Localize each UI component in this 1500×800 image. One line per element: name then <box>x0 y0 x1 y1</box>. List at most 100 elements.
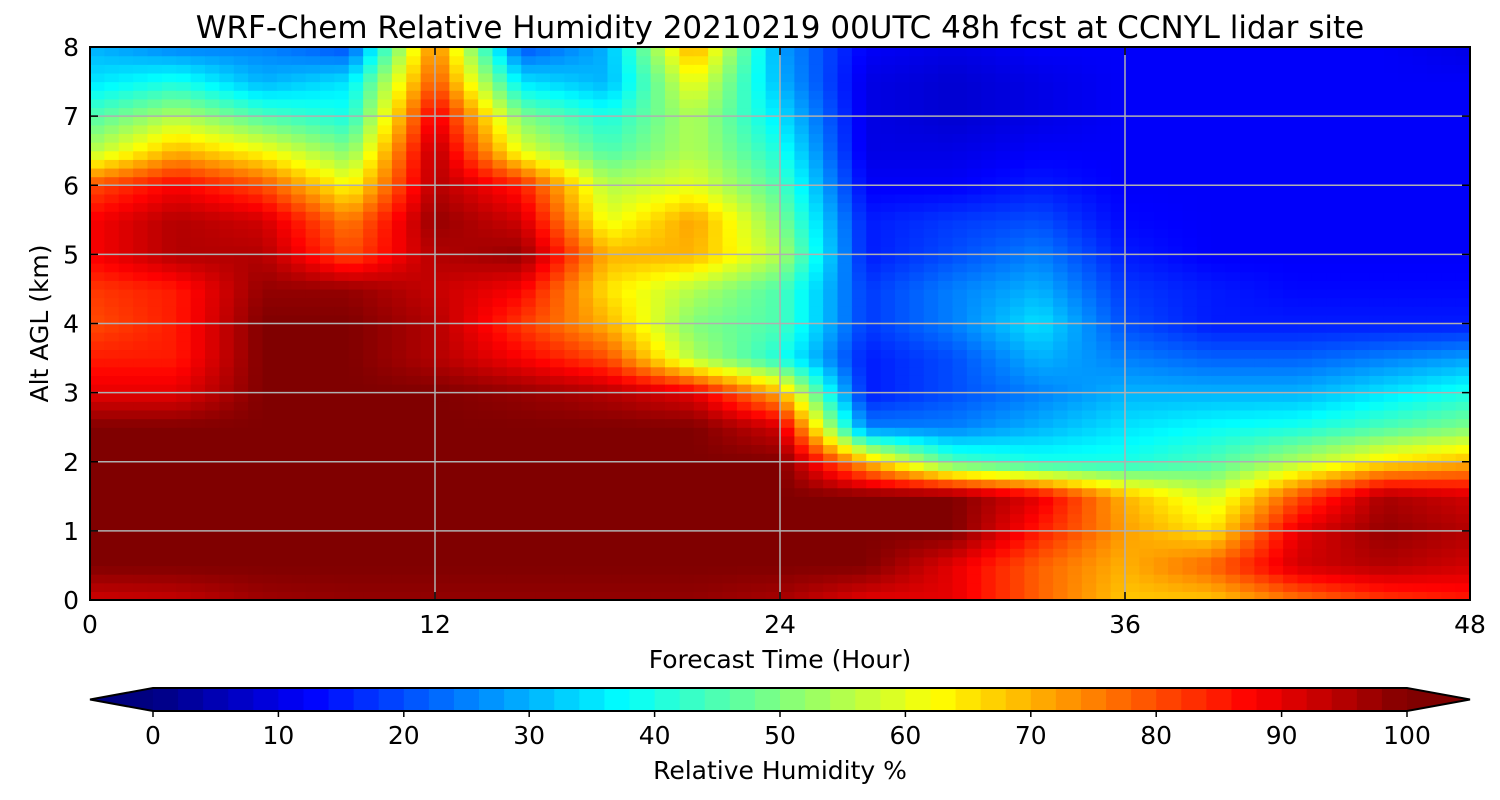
heatmap-cell <box>895 193 910 204</box>
heatmap-cell <box>1196 479 1212 489</box>
heatmap-cell <box>133 306 149 316</box>
heatmap-cell <box>233 314 249 325</box>
heatmap-cell <box>938 392 954 402</box>
heatmap-cell <box>808 435 824 446</box>
heatmap-cell <box>1067 427 1083 437</box>
heatmap-cell <box>1254 366 1270 376</box>
heatmap-cell <box>1225 591 1241 601</box>
heatmap-cell <box>1139 263 1155 273</box>
heatmap-cell <box>406 297 422 307</box>
heatmap-cell <box>1182 392 1198 402</box>
heatmap-cell <box>1383 392 1399 402</box>
heatmap-cell <box>578 306 594 316</box>
heatmap-cell <box>578 375 594 385</box>
heatmap-cell <box>118 288 134 299</box>
heatmap-cell <box>837 280 853 290</box>
heatmap-cell <box>1096 427 1112 437</box>
heatmap-cell <box>636 349 652 359</box>
heatmap-cell <box>492 556 508 567</box>
heatmap-cell <box>550 263 565 273</box>
heatmap-cell <box>463 383 479 394</box>
heatmap-cell <box>1053 530 1069 541</box>
heatmap-cell <box>952 556 968 567</box>
heatmap-cell <box>248 418 264 428</box>
heatmap-cell <box>463 271 479 281</box>
heatmap-cell <box>952 548 968 558</box>
heatmap-cell <box>1297 383 1313 394</box>
heatmap-cell <box>1311 383 1327 394</box>
heatmap-cell <box>765 245 781 255</box>
heatmap-cell <box>1369 375 1385 385</box>
heatmap-cell <box>650 392 666 402</box>
heatmap-cell <box>722 496 738 506</box>
heatmap-cell <box>981 280 997 290</box>
heatmap-cell <box>1268 479 1284 489</box>
heatmap-cell <box>550 513 565 523</box>
heatmap-cell <box>1311 358 1327 368</box>
heatmap-cell <box>291 288 307 299</box>
heatmap-cell <box>1240 340 1255 351</box>
heatmap-cell <box>1053 193 1069 204</box>
heatmap-cell <box>966 548 982 558</box>
heatmap-cell <box>909 539 925 549</box>
heatmap-cell <box>909 409 925 420</box>
heatmap-cell <box>593 461 609 471</box>
heatmap-cell <box>808 193 824 204</box>
heatmap-cell <box>751 159 767 169</box>
heatmap-cell <box>435 444 450 454</box>
heatmap-cell <box>161 548 177 558</box>
heatmap-cell <box>334 332 350 342</box>
heatmap-cell <box>1426 323 1442 333</box>
heatmap-cell <box>722 254 738 264</box>
heatmap-cell <box>147 202 163 212</box>
heatmap-cell <box>751 211 767 221</box>
heatmap-cell <box>1067 522 1083 532</box>
heatmap-cell <box>736 479 752 489</box>
heatmap-cell <box>535 150 551 160</box>
heatmap-cell <box>262 193 278 204</box>
heatmap-cell <box>205 401 220 411</box>
heatmap-cell <box>233 349 249 359</box>
heatmap-cell <box>521 513 537 523</box>
heatmap-cell <box>305 453 321 463</box>
heatmap-cell <box>406 314 422 325</box>
heatmap-cell <box>1110 401 1126 411</box>
heatmap-cell <box>1211 548 1227 558</box>
heatmap-cell <box>837 409 853 420</box>
heatmap-cell <box>1168 522 1184 532</box>
heatmap-cell <box>535 470 551 480</box>
heatmap-cell <box>765 574 781 584</box>
heatmap-cell <box>90 383 105 394</box>
heatmap-cell <box>995 591 1011 601</box>
heatmap-cell <box>1067 444 1083 454</box>
heatmap-cell <box>1110 211 1126 221</box>
heatmap-cell <box>909 185 925 195</box>
heatmap-cell <box>578 323 594 333</box>
heatmap-cell <box>837 314 853 325</box>
heatmap-cell <box>118 245 134 255</box>
heatmap-cell <box>1268 193 1284 204</box>
heatmap-cell <box>1326 461 1342 471</box>
heatmap-cell <box>161 288 177 299</box>
heatmap-cell <box>1153 375 1169 385</box>
heatmap-cell <box>463 297 479 307</box>
heatmap-cell <box>1153 176 1169 186</box>
heatmap-cell <box>952 167 968 178</box>
heatmap-cell <box>521 461 537 471</box>
heatmap-cell <box>1110 314 1126 325</box>
heatmap-cell <box>621 159 637 169</box>
heatmap-cell <box>938 263 954 273</box>
heatmap-cell <box>147 530 163 541</box>
heatmap-cell <box>780 323 795 333</box>
heatmap-cell <box>334 591 350 601</box>
heatmap-cell <box>248 427 264 437</box>
heatmap-cell <box>420 366 436 376</box>
heatmap-cell <box>866 254 882 264</box>
heatmap-cell <box>693 271 709 281</box>
heatmap-cell <box>1139 418 1155 428</box>
heatmap-cell <box>363 358 379 368</box>
heatmap-cell <box>823 366 839 376</box>
heatmap-cell <box>305 530 321 541</box>
heatmap-cell <box>1383 574 1399 584</box>
heatmap-cell <box>291 487 307 497</box>
